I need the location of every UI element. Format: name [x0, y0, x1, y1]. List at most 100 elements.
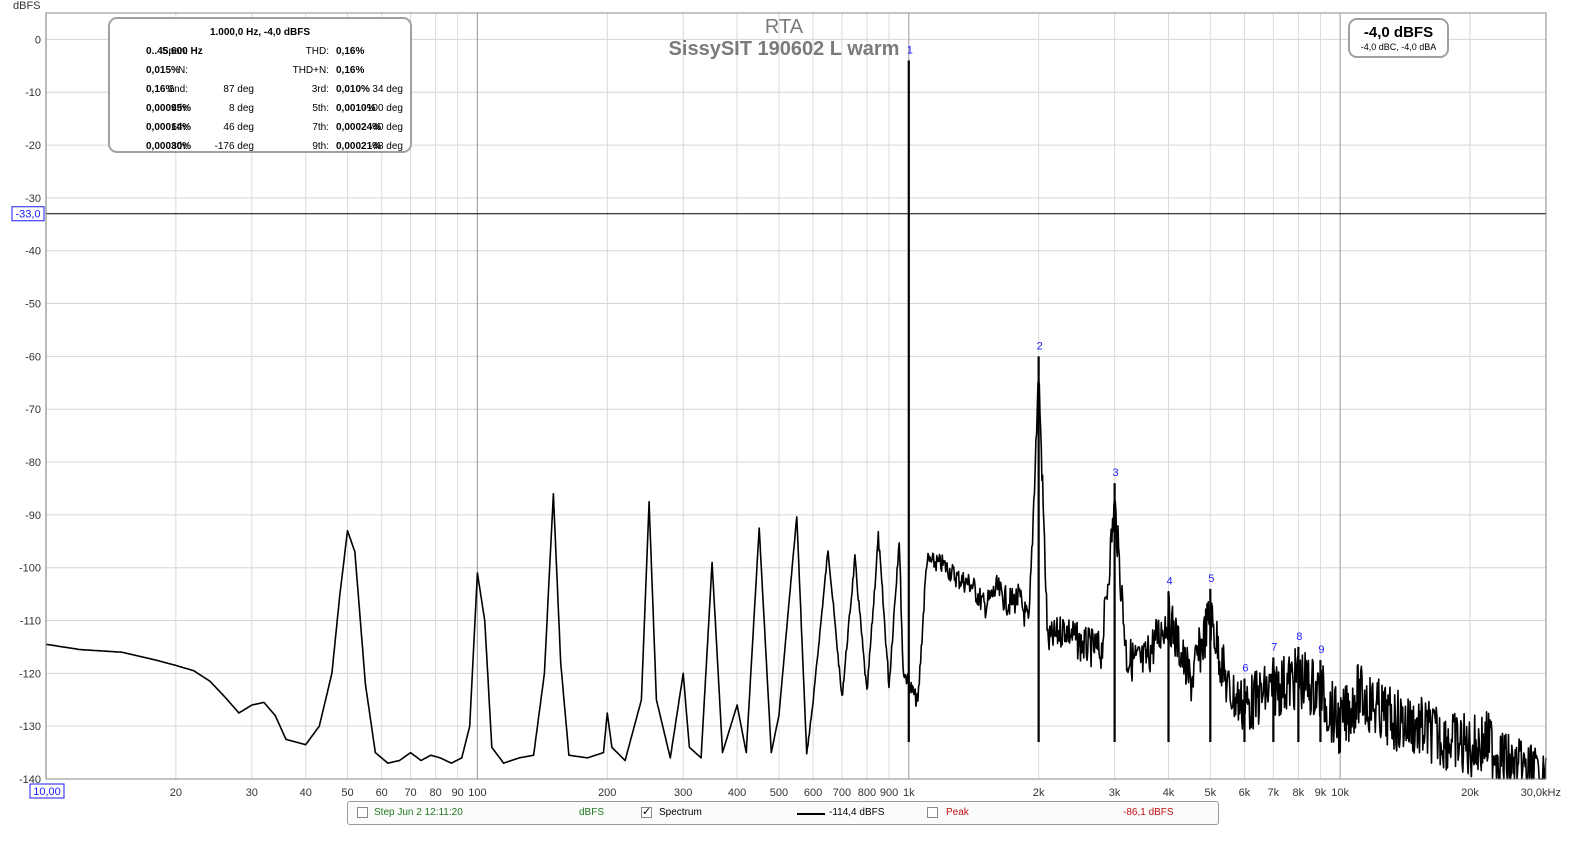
x-tick-label: 6k: [1239, 787, 1251, 799]
n-value: 0,015%: [146, 65, 180, 76]
x-tick-label: 1k: [903, 787, 915, 799]
y-axis-label: dBFS: [13, 0, 41, 12]
level-weighted-values: -4,0 dBC, -4,0 dBA: [1360, 42, 1437, 52]
x-tick-label: 80: [429, 787, 441, 799]
x-tick-label: 5k: [1204, 787, 1216, 799]
cursor-y-label: -33,0: [15, 209, 40, 221]
thdn-value: 0,16%: [336, 65, 365, 76]
trace-visible-checkbox[interactable]: [357, 807, 368, 818]
spectrum-value: -114,4 dBFS: [829, 807, 885, 818]
y-tick-label: -90: [25, 510, 41, 522]
harmonic-value: 0,00030%: [146, 141, 192, 152]
info-row-harmonic: 2nd: 0,16% 87 deg 3rd: 0,010% 34 deg: [110, 84, 410, 98]
info-row-harmonic: 8th: 0,00030% -176 deg 9th: 0,00021% -48…: [110, 141, 410, 155]
legend-unit: dBFS: [579, 807, 605, 818]
harmonic-marker-label: 9: [1318, 644, 1324, 656]
x-tick-label: 500: [770, 787, 788, 799]
level-main-value: -4,0 dBFS: [1363, 24, 1434, 41]
harmonic-label: 4th:: [171, 103, 188, 114]
harmonic-phase: 34 deg: [372, 84, 403, 95]
measurement-name[interactable]: Step Jun 2 12:11:20: [374, 807, 463, 818]
harmonic-label: 2nd:: [168, 84, 188, 95]
x-tick-label: 3k: [1109, 787, 1121, 799]
legend-bar: Step Jun 2 12:11:20 dBFS ✓ Spectrum -114…: [347, 801, 1219, 825]
harmonic-phase: -176 deg: [214, 141, 254, 152]
x-tick-label: 300: [674, 787, 692, 799]
harmonic-marker-label: 1: [907, 45, 913, 57]
harmonic-marker-label: 3: [1113, 467, 1119, 479]
cursor-lines: -33,0 10,00: [11, 206, 1546, 799]
plot-border: [45, 12, 1547, 780]
harmonic-label: 8th:: [171, 141, 188, 152]
harmonic-phase: -40 deg: [369, 122, 403, 133]
distortion-info-panel: 1.000,0 Hz, -4,0 dBFS Span: 0..45.600 Hz…: [108, 17, 412, 153]
y-tick-label: -60: [25, 351, 41, 363]
peak-label: Peak: [946, 807, 969, 818]
thd-value: 0,16%: [336, 46, 365, 57]
x-tick-label: 30: [246, 787, 258, 799]
n-label: N:: [178, 65, 188, 76]
harmonic-marker-label: 7: [1271, 641, 1277, 653]
x-tick-label: 20: [170, 787, 182, 799]
x-tick-label: 60: [376, 787, 388, 799]
x-tick-label: 70: [404, 787, 416, 799]
y-tick-label: -50: [25, 299, 41, 311]
x-tick-label: 400: [728, 787, 746, 799]
y-tick-label: -130: [19, 721, 41, 733]
harmonic-label: 7th:: [312, 122, 329, 133]
harmonic-phase: -100 deg: [363, 103, 403, 114]
span-value: 0..45.600 Hz: [146, 46, 203, 57]
harmonic-marker-label: 8: [1296, 631, 1302, 643]
harmonic-phase: -48 deg: [369, 141, 403, 152]
y-tick-label: -110: [20, 616, 41, 628]
x-tick-label: 700: [833, 787, 851, 799]
info-title: 1.000,0 Hz, -4,0 dBFS: [209, 27, 311, 38]
chart-titles: RTA SissySIT 190602 L warm: [669, 16, 900, 60]
harmonic-value: 0,00021%: [336, 141, 382, 152]
x-tick-label: 900: [880, 787, 898, 799]
y-tick-label: -70: [25, 404, 41, 416]
info-row-span: Span: 0..45.600 Hz THD: 0,16%: [110, 46, 410, 60]
x-tick-label: 30,0kHz: [1521, 787, 1561, 799]
x-tick-label: 50: [341, 787, 353, 799]
peak-checkbox[interactable]: [927, 807, 938, 818]
harmonic-value: 0,00014%: [146, 122, 192, 133]
y-tick-label: -20: [25, 140, 41, 152]
thdn-label: THD+N:: [292, 65, 329, 76]
harmonic-label: 5th:: [312, 103, 329, 114]
harmonic-marker-label: 2: [1037, 340, 1043, 352]
peak-value: -86,1 dBFS: [1123, 807, 1174, 818]
harmonic-marker-label: 5: [1208, 573, 1214, 585]
harmonic-phase: 8 deg: [228, 103, 254, 114]
spectrum-label: Spectrum: [659, 807, 702, 818]
y-tick-label: -100: [19, 563, 41, 575]
x-tick-label: 90: [452, 787, 464, 799]
harmonic-value: 0,0010%: [336, 103, 376, 114]
x-axis-ticks: 20 30 40 50 60 70 80 90 100 200 300 400 500 600 700 800…: [170, 787, 1561, 799]
x-tick-label: 9k: [1315, 787, 1327, 799]
x-tick-label: 7k: [1268, 787, 1280, 799]
y-tick-label: -30: [25, 193, 41, 205]
harmonic-label: 3rd:: [311, 84, 329, 95]
plot-frame: [45, 12, 1547, 780]
harmonic-value: 0,00095%: [146, 103, 192, 114]
spectrum-line-swatch: [797, 813, 825, 815]
harmonic-phase: 87 deg: [223, 84, 254, 95]
harmonic-label: 6th:: [171, 122, 188, 133]
chart-title: RTA: [765, 16, 804, 38]
y-tick-label: -120: [19, 668, 41, 680]
y-tick-label: -40: [25, 246, 41, 258]
x-tick-label: 2k: [1033, 787, 1045, 799]
x-tick-label: 20k: [1461, 787, 1479, 799]
x-tick-label: 8k: [1293, 787, 1305, 799]
harmonic-value: 0,010%: [336, 84, 370, 95]
spectrum-checkbox[interactable]: ✓: [641, 806, 652, 818]
y-axis-ticks: 0 -10 -20 -30 -40 -50 -60 -70 -80 -90 -100 -110 -120…: [19, 34, 41, 786]
level-readout: -4,0 dBFS -4,0 dBC, -4,0 dBA: [1348, 18, 1449, 58]
y-tick-label: -140: [19, 774, 41, 786]
x-tick-label: 4k: [1163, 787, 1175, 799]
harmonic-label: 9th:: [312, 141, 329, 152]
y-tick-label: -10: [25, 87, 41, 99]
x-tick-label: 600: [804, 787, 822, 799]
